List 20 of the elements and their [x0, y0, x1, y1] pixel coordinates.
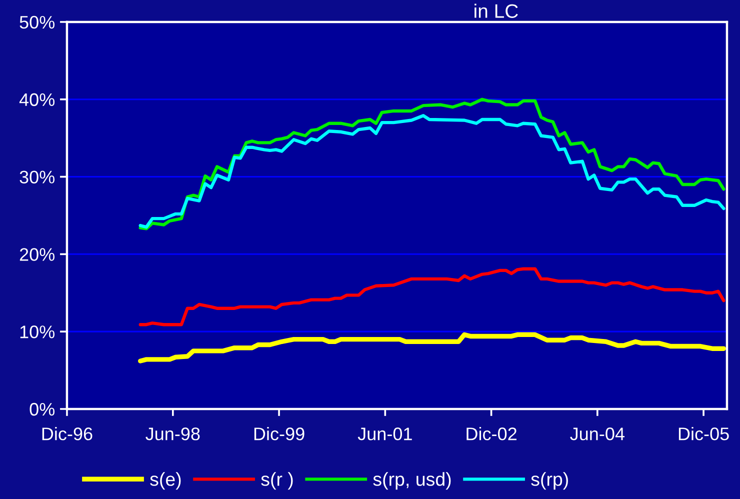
y-tick-label: 10%	[20, 326, 55, 338]
x-tick-label: Dic-05	[678, 427, 729, 440]
x-tick-label: Dic-99	[254, 427, 304, 440]
y-tick-label: 40%	[19, 93, 55, 106]
line-series	[138, 332, 726, 364]
line-series	[138, 267, 726, 326]
legend-label: s(rp, usd)	[373, 472, 451, 490]
x-tick-label: Jun-98	[146, 428, 200, 440]
chart-title: in LC	[474, 4, 518, 18]
x-tick-label: Jun-01	[358, 428, 412, 440]
x-tick-label: Dic-96	[42, 427, 92, 440]
legend-label: s(rp)	[531, 472, 568, 490]
y-tick-label: 50%	[20, 16, 55, 29]
y-tick-label: 0%	[30, 402, 55, 416]
y-tick-label: 30%	[20, 170, 55, 184]
legend-label: s(r )	[261, 472, 293, 490]
legend-label: s(e)	[150, 472, 181, 490]
x-tick-label: Dic-02	[466, 427, 516, 440]
x-tick-label: Jun-04	[570, 428, 624, 440]
y-tick-label: 20%	[20, 248, 55, 261]
